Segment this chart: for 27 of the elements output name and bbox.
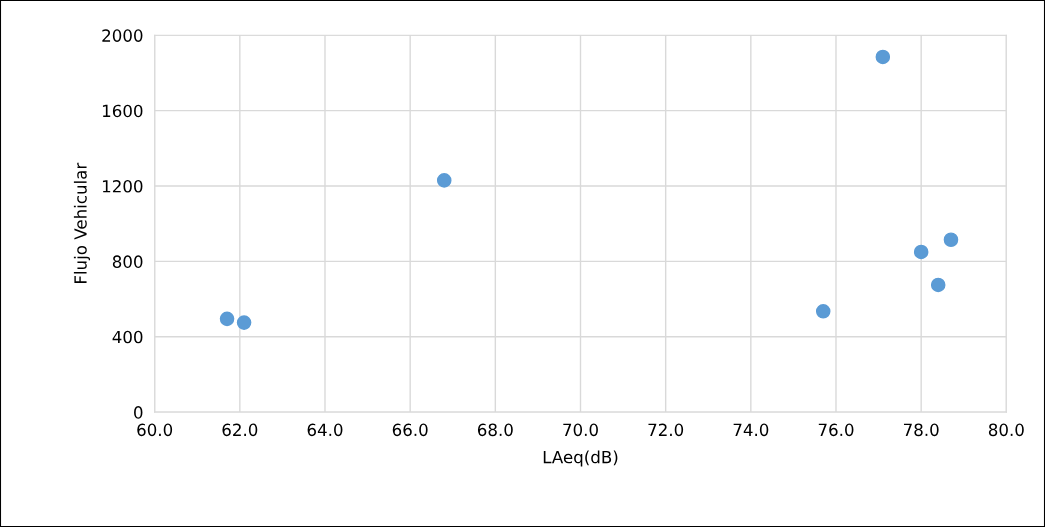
- x-tick-label: 64.0: [307, 423, 343, 437]
- point: [436, 173, 452, 188]
- point: [875, 49, 891, 65]
- x-axis-title: LAeq(dB): [543, 450, 618, 467]
- x-tick-label: 66.0: [392, 423, 428, 437]
- x-tick-label: 68.0: [477, 423, 513, 437]
- y-axis-title: Flujo Vehicular: [73, 162, 91, 284]
- x-tick-label: 78.0: [903, 423, 939, 437]
- y-tick-label: 2000: [102, 29, 143, 42]
- point: [219, 311, 235, 327]
- point: [815, 304, 831, 319]
- y-tick-label: 1200: [102, 179, 143, 193]
- point: [913, 244, 929, 260]
- y-tick-label: 800: [112, 255, 143, 268]
- y-tick-label: 0: [134, 406, 143, 419]
- y-tick-label: 400: [112, 330, 143, 344]
- x-tick-label: 60.0: [137, 423, 173, 437]
- point: [236, 315, 252, 330]
- point: [943, 232, 959, 248]
- x-tick-label: 80.0: [988, 423, 1024, 437]
- y-tick-label: 1600: [102, 104, 143, 118]
- x-tick-label: 72.0: [648, 423, 684, 437]
- x-tick-label: 62.0: [222, 423, 258, 437]
- x-tick-label: 74.0: [733, 423, 769, 437]
- point: [930, 277, 946, 293]
- x-tick-label: 76.0: [818, 423, 854, 437]
- x-tick-label: 70.0: [563, 423, 598, 437]
